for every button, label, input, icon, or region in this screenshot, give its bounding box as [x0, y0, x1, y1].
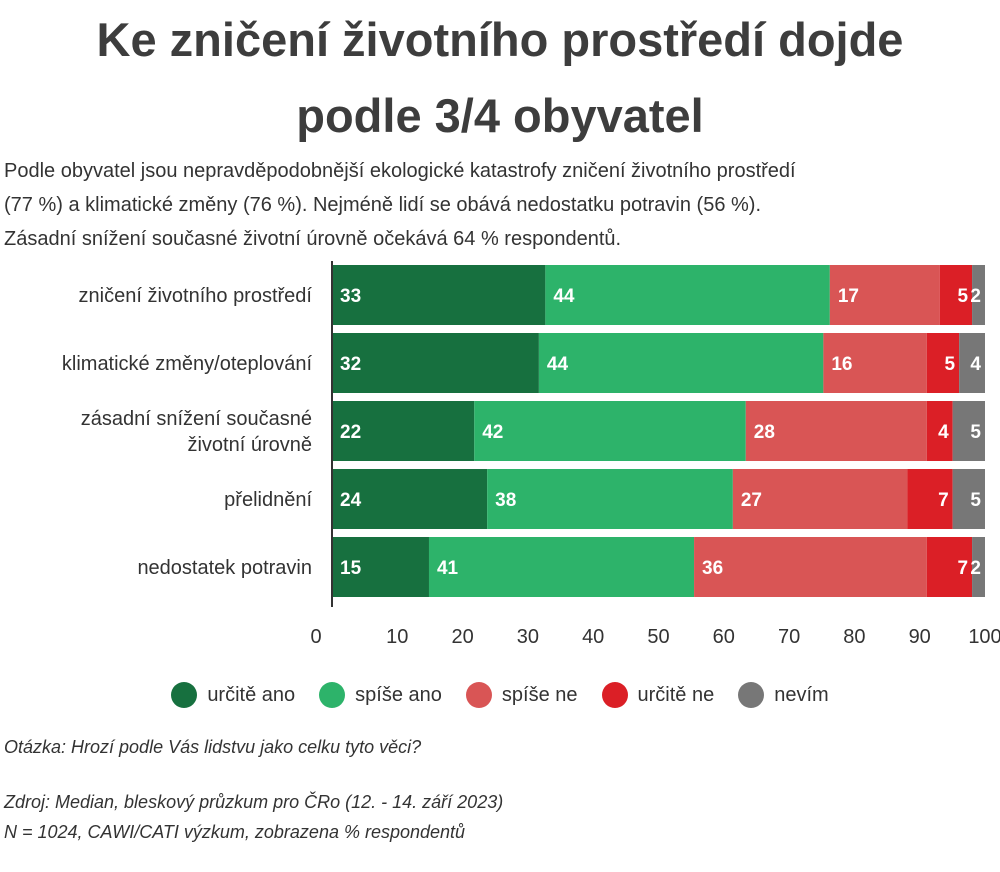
- bar-segment: [952, 401, 985, 461]
- bar-segment: [694, 537, 927, 597]
- bar-segment: [745, 401, 927, 461]
- source-note: Zdroj: Median, bleskový průzkum pro ČRo …: [4, 792, 504, 812]
- data-label: 5: [957, 286, 968, 307]
- bar-segment: [332, 537, 429, 597]
- data-label: 2: [970, 558, 981, 579]
- data-label: 7: [957, 558, 968, 579]
- bar-segment: [823, 333, 927, 393]
- chart-title-line-2: podle 3/4 obyvatel: [296, 89, 704, 142]
- data-label: 17: [838, 286, 859, 307]
- x-tick-label: 80: [843, 626, 865, 645]
- chart-subtitle: Podle obyvatel jsou nepravděpodobnější e…: [4, 154, 994, 256]
- subtitle-line: Podle obyvatel jsou nepravděpodobnější e…: [4, 160, 796, 182]
- data-label: 41: [437, 558, 459, 579]
- category-label: klimatické změny/oteplování: [62, 353, 313, 375]
- legend-label: určitě ne: [637, 683, 715, 706]
- x-tick-label: 20: [451, 626, 473, 645]
- bar-segment: [829, 265, 940, 325]
- data-label: 22: [340, 422, 361, 443]
- x-tick-label: 0: [310, 626, 321, 645]
- x-tick-label: 50: [647, 626, 669, 645]
- legend-swatch: [738, 682, 765, 708]
- data-label: 44: [553, 286, 575, 307]
- bar-segment: [959, 333, 985, 393]
- category-label: zničení životního prostředí: [79, 285, 313, 307]
- subtitle-line: (77 %) a klimatické změny (76 %). Nejmén…: [4, 194, 762, 216]
- data-label: 5: [970, 422, 981, 443]
- data-label: 5: [945, 354, 956, 375]
- data-label: 4: [970, 354, 981, 375]
- legend-swatch: [465, 682, 492, 708]
- bar-segment: [428, 537, 695, 597]
- bar-segment: [332, 333, 539, 393]
- legend-item: nevím: [738, 682, 829, 708]
- category-label: zásadní snížení současné: [81, 408, 312, 430]
- bar-segment: [538, 333, 824, 393]
- data-label: 33: [340, 286, 361, 307]
- data-label: 44: [547, 354, 569, 375]
- bar-segment: [907, 469, 953, 529]
- legend-label: určitě ano: [207, 683, 296, 706]
- bar-segment: [487, 469, 733, 529]
- bar-segment: [972, 265, 985, 325]
- data-label: 24: [340, 490, 362, 511]
- x-tick-label: 10: [386, 626, 408, 645]
- data-label: 32: [340, 354, 361, 375]
- x-tick-label: 30: [517, 626, 539, 645]
- bar-segment: [474, 401, 746, 461]
- data-label: 16: [831, 354, 852, 375]
- subtitle-line: Zásadní snížení současné životní úrovně …: [4, 228, 622, 250]
- bar-segment: [926, 333, 960, 393]
- x-tick-label: 100: [968, 626, 1000, 645]
- legend-label: nevím: [774, 683, 829, 706]
- legend-swatch: [601, 682, 628, 708]
- legend-label: spíše ano: [355, 683, 442, 706]
- data-label: 38: [495, 490, 516, 511]
- bar-segment: [952, 469, 985, 529]
- stacked-bar-chart: zničení životního prostředí 33 44 17 5 2klima…: [62, 261, 1000, 645]
- survey-question: Otázka: Hrozí podle Vás lidstvu jako cel…: [4, 737, 422, 757]
- chart-legend: určitě ano spíše ano spíše ne určitě ne neví…: [0, 680, 1000, 710]
- bar-segment: [332, 469, 488, 529]
- bar-segment: [972, 537, 985, 597]
- bar-segment: [732, 469, 908, 529]
- data-label: 5: [970, 490, 981, 511]
- data-label: 28: [754, 422, 775, 443]
- data-label: 2: [970, 286, 981, 307]
- x-tick-label: 40: [582, 626, 604, 645]
- data-label: 4: [938, 422, 949, 443]
- bar-segment: [332, 265, 546, 325]
- bar-segment: [545, 265, 830, 325]
- legend-label: spíše ne: [501, 683, 578, 706]
- bar-segment: [926, 537, 973, 597]
- category-label: životní úrovně: [187, 434, 312, 456]
- bar-segment: [926, 401, 953, 461]
- legend-item: spíše ano: [319, 682, 442, 708]
- x-tick-label: 90: [909, 626, 931, 645]
- legend-item: spíše ne: [465, 682, 578, 708]
- x-tick-label: 70: [778, 626, 800, 645]
- chart-title-line-1: Ke zničení životního prostředí dojde: [96, 13, 904, 66]
- legend-item: určitě ano: [171, 682, 295, 708]
- legend-swatch: [171, 682, 198, 708]
- category-label: nedostatek potravin: [137, 557, 312, 579]
- bar-segment: [939, 265, 973, 325]
- legend-swatch: [319, 682, 346, 708]
- data-label: 27: [741, 490, 762, 511]
- data-label: 15: [340, 558, 362, 579]
- x-tick-label: 60: [713, 626, 735, 645]
- category-label: přelidnění: [224, 489, 312, 511]
- sample-note: N = 1024, CAWI/CATI výzkum, zobrazena % …: [4, 822, 466, 842]
- legend-item: určitě ne: [601, 682, 715, 708]
- data-label: 42: [482, 422, 503, 443]
- data-label: 36: [702, 558, 723, 579]
- bar-segment: [332, 401, 475, 461]
- data-label: 7: [938, 490, 949, 511]
